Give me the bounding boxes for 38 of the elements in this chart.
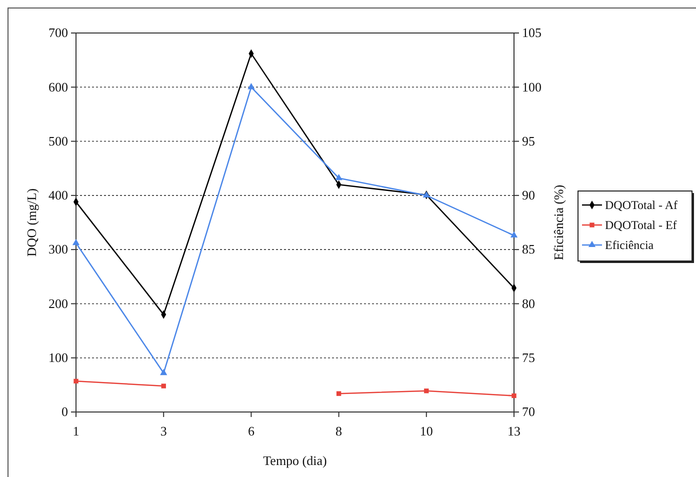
y2-tick-label: 95 bbox=[522, 133, 535, 148]
point bbox=[512, 393, 516, 398]
x-tick-label: 13 bbox=[508, 424, 520, 439]
y2-tick-label: 70 bbox=[522, 404, 535, 420]
y2-tick-label: 80 bbox=[522, 296, 535, 311]
y-tick-label: 400 bbox=[48, 188, 68, 203]
legend-label: DQOTotal - Af bbox=[605, 198, 678, 212]
x-tick-label: 3 bbox=[160, 424, 167, 439]
y2-tick-label: 85 bbox=[522, 242, 535, 257]
x-tick-label: 10 bbox=[420, 424, 433, 439]
y2-tick-label: 75 bbox=[522, 350, 535, 366]
y2-axis-title: Eficiência (%) bbox=[551, 184, 566, 260]
point bbox=[72, 238, 80, 246]
y-tick-label: 200 bbox=[48, 296, 68, 311]
y-tick-label: 600 bbox=[48, 79, 68, 94]
point bbox=[248, 83, 255, 90]
x-tick-label: 6 bbox=[248, 424, 255, 439]
point bbox=[336, 391, 342, 396]
y2-tick-label: 105 bbox=[522, 25, 542, 40]
point bbox=[74, 378, 78, 384]
y2-tick-label: 90 bbox=[522, 188, 535, 203]
y-tick-label: 300 bbox=[48, 242, 68, 257]
x-tick-label: 8 bbox=[336, 424, 342, 439]
point bbox=[335, 174, 342, 180]
y-tick-label: 700 bbox=[48, 25, 68, 40]
y-tick-label: 100 bbox=[48, 350, 68, 366]
point bbox=[160, 368, 168, 376]
x-axis-title: Tempo (dia) bbox=[263, 453, 327, 468]
point bbox=[424, 388, 429, 394]
legend-label: DQOTotal - Ef bbox=[605, 218, 677, 232]
point bbox=[161, 384, 166, 388]
y2-tick-label: 100 bbox=[522, 79, 542, 94]
legend-label: Eficiência bbox=[605, 238, 654, 252]
y-axis-title: DQO (mg/L) bbox=[24, 188, 39, 257]
y-tick-label: 500 bbox=[48, 133, 68, 148]
x-tick-label: 1 bbox=[72, 424, 80, 439]
point bbox=[510, 231, 518, 238]
y-tick-label: 0 bbox=[62, 404, 68, 420]
